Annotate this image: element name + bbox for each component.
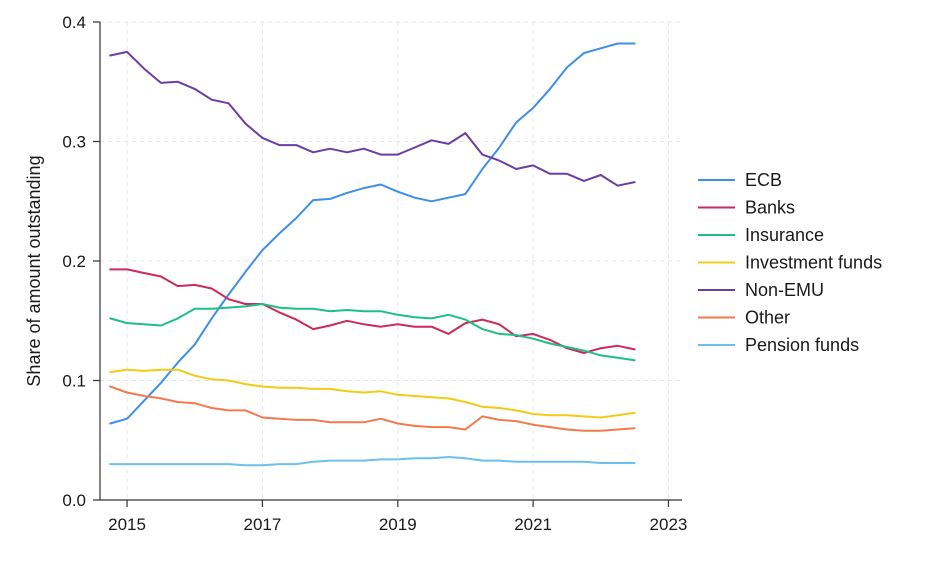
- y-tick-label: 0.1: [62, 372, 86, 391]
- series-line-investment-funds: [109, 368, 636, 419]
- series-line-insurance: [109, 303, 636, 362]
- series-line-pension-funds: [109, 456, 636, 467]
- legend-label-insurance: Insurance: [745, 225, 824, 245]
- legend: ECB Banks Insurance Investment funds Non-EMU…: [698, 170, 882, 355]
- x-tick-label: 2021: [514, 515, 552, 534]
- y-axis-title: Share of amount outstanding: [24, 155, 44, 386]
- series-lines: [109, 42, 636, 467]
- axes: 0.0 0.1 0.2 0.3 0.4 2015 2017 2019 2021 2023: [62, 13, 687, 534]
- legend-label-ecb: ECB: [745, 170, 782, 190]
- series-line-banks: [109, 268, 636, 354]
- series-line-other: [109, 385, 636, 432]
- legend-label-other: Other: [745, 308, 790, 328]
- legend-label-banks: Banks: [745, 198, 795, 218]
- y-tick-label: 0.2: [62, 252, 86, 271]
- series-line-ecb: [109, 42, 636, 425]
- x-tick-label: 2015: [108, 515, 146, 534]
- y-tick-label: 0.4: [62, 13, 86, 32]
- x-tick-label: 2023: [650, 515, 688, 534]
- y-tick-label: 0.0: [62, 491, 86, 510]
- legend-label-investment-funds: Investment funds: [745, 253, 882, 273]
- legend-label-non-emu: Non-EMU: [745, 280, 824, 300]
- series-line-non-emu: [109, 50, 636, 187]
- legend-label-pension-funds: Pension funds: [745, 335, 859, 355]
- x-tick-label: 2017: [244, 515, 282, 534]
- x-tick-label: 2019: [379, 515, 417, 534]
- y-tick-label: 0.3: [62, 133, 86, 152]
